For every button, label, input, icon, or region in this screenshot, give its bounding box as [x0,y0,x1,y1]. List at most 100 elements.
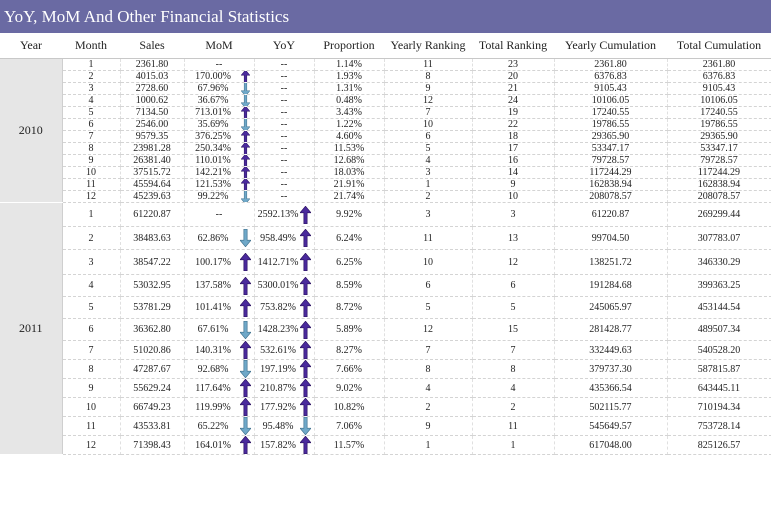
mom-cell-value: 100.17% [195,256,231,268]
mom-cell-value: 92.68% [197,363,229,375]
total-cumulation-cell: 208078.57 [667,190,771,203]
yearly-ranking-cell: 1 [384,435,473,455]
total-ranking-cell: 3 [472,202,555,227]
header-total-ranking: Total Ranking [472,33,554,59]
mom-cell-value: 67.61% [197,324,229,335]
proportion-cell: 6.24% [314,226,385,250]
proportion-cell: 11.57% [314,435,385,455]
proportion-cell: 9.02% [314,378,385,398]
yoy-cell-value: 2592.13% [257,209,299,220]
table-row: 12 71398.43 164.01% 157.82% 11.57% 1 1 617048.0… [0,435,771,455]
month-cell: 11 [62,416,121,436]
header-year: Year [0,33,62,59]
total-cumulation-cell: 117244.29 [667,166,771,179]
mom-cell-value: 36.67% [197,95,229,106]
mom-cell: 250.34% [184,142,255,155]
yearly-cumulation-cell: 10106.05 [554,94,668,107]
month-cell: 5 [62,106,121,119]
sales-cell: 9579.35 [120,130,185,143]
yearly-ranking-cell: 8 [384,359,473,379]
mom-cell-value: 137.58% [195,280,231,291]
month-cell: 11 [62,178,121,191]
mom-cell-value: 35.69% [197,119,229,130]
mom-cell: 35.69% [184,118,255,131]
month-cell: 7 [62,130,121,143]
mom-cell-value: 119.99% [195,401,231,413]
yearly-ranking-cell: 7 [384,340,473,360]
header-month: Month [62,33,120,59]
month-cell: 2 [62,226,121,250]
total-ranking-cell: 16 [472,154,555,167]
arrow-up-icon [240,178,252,190]
yearly-ranking-cell: 12 [384,318,473,341]
yoy-cell: -- [254,118,315,131]
total-cumulation-cell: 643445.11 [667,378,771,398]
yearly-cumulation-cell: 162838.94 [554,178,668,191]
month-cell: 9 [62,378,121,398]
arrow-down-icon [240,190,252,202]
table-row: 3 2728.60 67.96% -- 1.31% 9 21 9105.43 9105.43 [0,82,771,95]
yearly-ranking-cell: 3 [384,166,473,179]
arrow-down-icon [240,320,252,339]
yearly-cumulation-cell: 379737.30 [554,359,668,379]
table-row: 2 4015.03 170.00% -- 1.93% 8 20 6376.83 6376.83 [0,70,771,83]
total-cumulation-cell: 587815.87 [667,359,771,379]
yoy-cell-value: 532.61% [260,344,296,356]
total-ranking-cell: 22 [472,118,555,131]
proportion-cell: 1.22% [314,118,385,131]
mom-cell-value: 117.64% [195,382,231,394]
arrow-down-icon [240,360,252,378]
yearly-cumulation-cell: 545649.57 [554,416,668,436]
table-row: 2010 1 2361.80 -- -- 1.14% 11 23 2361.80 2361.80 [0,58,771,203]
yearly-ranking-cell: 7 [384,106,473,119]
yearly-cumulation-cell: 61220.87 [554,202,668,227]
yoy-cell: -- [254,82,315,95]
total-cumulation-cell: 2361.80 [667,58,771,71]
yearly-cumulation-cell: 6376.83 [554,70,668,83]
header-mom: MoM [184,33,254,59]
yearly-ranking-cell: 2 [384,190,473,203]
arrow-up-icon [300,341,312,359]
table-row: 3 38547.22 100.17% 1412.71% 6.25% 10 12 138251.… [0,249,771,275]
total-cumulation-cell: 9105.43 [667,82,771,95]
total-cumulation-cell: 399363.25 [667,274,771,297]
arrow-down-icon [240,118,252,130]
yearly-ranking-cell: 11 [384,226,473,250]
table-row: 10 66749.23 119.99% 177.92% 10.82% 2 2 502115.7… [0,397,771,417]
arrow-up-icon [240,166,252,178]
mom-cell-value: 142.21% [195,167,231,178]
proportion-cell: 1.14% [314,58,385,71]
yoy-cell: -- [254,106,315,119]
yoy-cell-value: 1428.23% [257,324,299,335]
proportion-cell: 1.93% [314,70,385,83]
header-yearly-ranking: Yearly Ranking [384,33,472,59]
total-ranking-cell: 4 [472,378,555,398]
total-ranking-cell: 8 [472,359,555,379]
arrow-up-icon [240,253,252,271]
yoy-cell-value: 157.82% [260,439,296,451]
total-ranking-cell: 5 [472,296,555,319]
yearly-cumulation-cell: 117244.29 [554,166,668,179]
yearly-cumulation-cell: 29365.90 [554,130,668,143]
mom-cell: 67.96% [184,82,255,95]
yearly-ranking-cell: 2 [384,397,473,417]
arrow-up-icon [240,341,252,359]
mom-cell: 110.01% [184,154,255,167]
mom-cell-value: 376.25% [195,131,231,142]
yoy-cell: -- [254,190,315,203]
yearly-ranking-cell: 5 [384,296,473,319]
yoy-cell: 210.87% [254,378,315,398]
table-row: 11 45594.64 121.53% -- 21.91% 1 9 162838.94 1628… [0,178,771,191]
total-cumulation-cell: 17240.55 [667,106,771,119]
sales-cell: 43533.81 [120,416,185,436]
total-ranking-cell: 18 [472,130,555,143]
mom-cell-value: 99.22% [197,191,229,202]
proportion-cell: 8.72% [314,296,385,319]
arrow-down-icon [240,417,252,435]
month-cell: 3 [62,249,121,275]
yoy-cell-value: 5300.01% [257,280,299,291]
total-ranking-cell: 11 [472,416,555,436]
arrow-up-icon [300,436,312,454]
month-cell: 7 [62,340,121,360]
total-cumulation-cell: 6376.83 [667,70,771,83]
